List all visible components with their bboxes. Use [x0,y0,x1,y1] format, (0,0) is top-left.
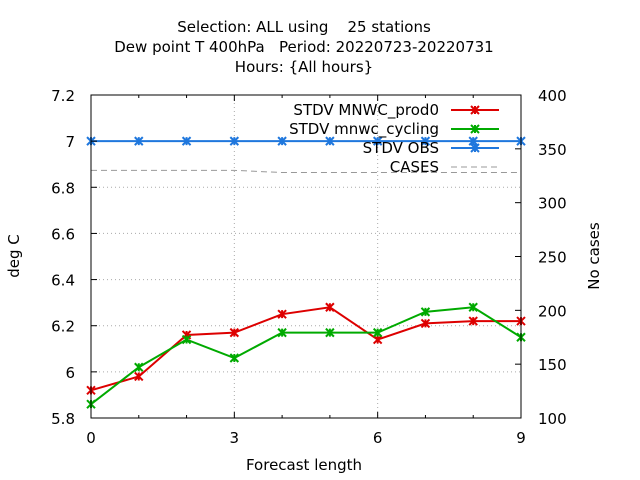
series-line [90,306,521,392]
series-area [86,136,526,409]
data-point [134,362,144,372]
y-tick-label: 6.8 [51,179,75,197]
legend-label: STDV OBS [363,139,439,157]
x-axis-label: Forecast length [246,456,362,474]
data-point [229,136,240,146]
y2-axis-label: No cases [585,222,603,290]
data-point [277,327,287,338]
data-point [229,327,240,338]
data-point [468,316,478,326]
data-point [372,136,383,146]
legend-label: STDV MNWC_prod0 [293,101,439,120]
y2-tick-label: 400 [538,87,567,105]
x-tick-label: 6 [373,429,383,447]
y2-tick-label: 150 [538,356,567,374]
data-point [420,318,431,329]
data-point [181,334,192,345]
title-line: Selection: ALL using 25 stations [177,18,431,36]
y-tick-label: 6.4 [51,272,75,290]
y-axis-label: deg C [5,234,23,278]
x-tick-label: 3 [230,429,240,447]
y2-tick-label: 350 [538,141,567,159]
y-tick-label: 6 [65,364,75,382]
legend-label: STDV mnwc_cycling [289,120,439,139]
data-point [420,307,431,317]
data-point [468,136,478,146]
y-tick-label: 7 [65,133,75,151]
axes-ticks: 5.8 6 6.2 6.4 6.6 6.8 7 7.2 100 150 200 250 300 350 40… [51,87,567,447]
chart-title: Selection: ALL using 25 stations Dew poin… [114,18,493,76]
data-point [372,327,383,338]
y-tick-label: 7.2 [51,87,75,105]
y-tick-label: 6.2 [51,318,75,336]
data-point [325,136,335,146]
data-point [181,136,192,146]
data-point [468,302,478,312]
data-point [372,334,383,345]
legend-label: CASES [390,158,439,176]
series-0 [86,302,526,396]
legend-marker [470,105,480,115]
y2-tick-label: 300 [538,195,567,213]
y-tick-label: 6.6 [51,225,75,243]
legend-marker [470,124,480,134]
y2-tick-label: 250 [538,249,567,267]
x-tick-label: 9 [516,429,526,447]
data-point [134,136,144,146]
title-line: Hours: {All hours} [235,58,373,76]
data-point [277,309,287,319]
y2-tick-label: 200 [538,302,567,320]
series-line [90,306,522,405]
data-point [325,327,335,338]
plot-frame [90,94,522,419]
y-tick-label: 5.8 [51,410,75,428]
data-point [277,136,287,146]
data-point [325,302,335,312]
series-line [91,169,521,174]
series-3 [91,169,521,174]
data-point [420,136,431,146]
data-point [134,371,144,382]
data-point [229,353,240,363]
series-2 [86,136,526,146]
title-line: Dew point T 400hPa Period: 20220723-2022… [114,38,493,56]
series-1 [86,302,526,409]
legend-marker [470,143,480,153]
grid [91,95,521,418]
x-tick-label: 0 [86,429,96,447]
y2-tick-label: 100 [538,410,567,428]
